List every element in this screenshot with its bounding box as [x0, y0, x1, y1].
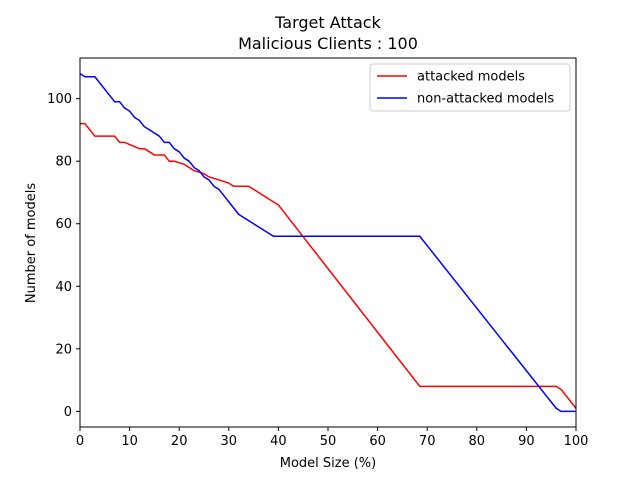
- series-layer: [79, 73, 577, 413]
- legend-label-1: non-attacked models: [417, 92, 554, 107]
- chart-title: Target Attack: [274, 13, 381, 32]
- plot-frame: [79, 57, 577, 428]
- y-tick-label-2: 40: [55, 280, 72, 295]
- y-tick-label-1: 20: [55, 342, 72, 357]
- x-tick-label-9: 90: [518, 434, 535, 449]
- y-axis-label: Number of models: [24, 183, 39, 303]
- x-tick-label-5: 50: [320, 434, 337, 449]
- x-tick-label-2: 20: [171, 434, 188, 449]
- x-tick-label-3: 30: [221, 434, 238, 449]
- x-tick-label-6: 60: [369, 434, 386, 449]
- y-tick-label-3: 60: [55, 217, 72, 232]
- x-tick-label-4: 40: [270, 434, 287, 449]
- legend-label-0: attacked models: [417, 70, 525, 85]
- x-axis-label: Model Size (%): [280, 456, 376, 471]
- y-tick-label-0: 0: [64, 405, 72, 420]
- x-tick-label-7: 70: [419, 434, 436, 449]
- y-axis-ticks: 0 20 40 60 80 100: [47, 92, 80, 420]
- x-tick-label-10: 100: [564, 434, 589, 449]
- legend-box: [369, 63, 571, 112]
- series-line-0: [80, 122, 577, 409]
- series-line-1: [79, 73, 576, 413]
- chart-subtitle: Malicious Clients : 100: [238, 34, 418, 53]
- x-tick-label-1: 10: [121, 434, 138, 449]
- x-tick-label-8: 80: [469, 434, 486, 449]
- x-tick-label-0: 0: [76, 434, 84, 449]
- y-tick-label-5: 100: [47, 92, 72, 107]
- legend: attacked models non-attacked models: [369, 63, 571, 112]
- y-tick-label-4: 80: [55, 155, 72, 170]
- x-axis-ticks: 0 10 20 30 40 50 60 70 80 90 100: [76, 427, 589, 449]
